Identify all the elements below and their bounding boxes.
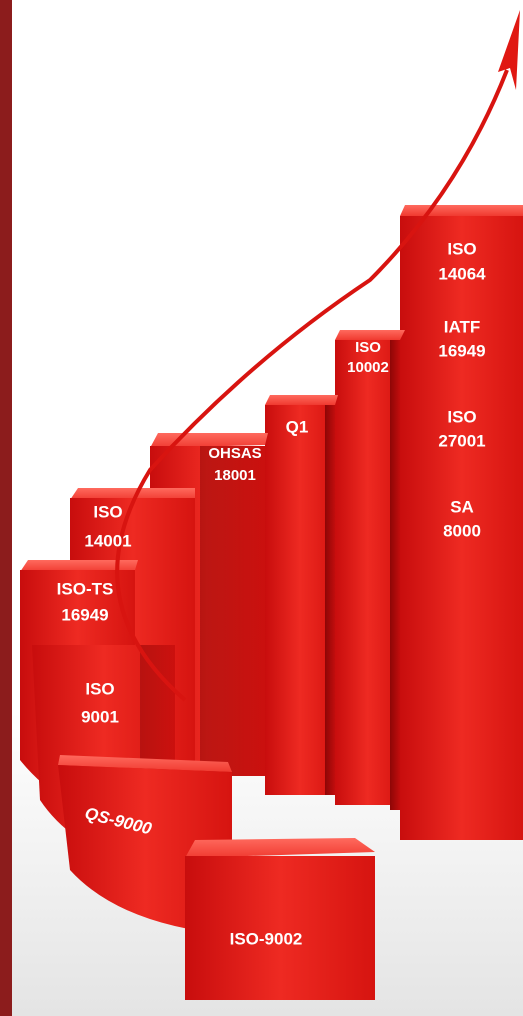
label: 14064 [438, 264, 486, 283]
block-side [325, 405, 335, 795]
block-side [390, 340, 400, 810]
label: 10002 [347, 359, 389, 376]
label: ISO-TS [57, 579, 114, 598]
label: ISO [355, 339, 381, 356]
label: 16949 [61, 605, 108, 624]
label: 9001 [81, 707, 119, 726]
label: ISO [447, 239, 476, 258]
label: ISO [447, 407, 476, 426]
side-strip [0, 0, 12, 1016]
page: ISO 14064 IATF 16949 ISO 27001 SA 8000 I… [0, 0, 523, 1016]
label: 8000 [443, 521, 481, 540]
block-top [400, 205, 523, 216]
label: 16949 [438, 341, 485, 360]
label: Q1 [286, 417, 309, 436]
label: ISO-9002 [230, 929, 303, 948]
label: 18001 [214, 467, 256, 484]
block-top [265, 395, 338, 405]
block-side [200, 446, 265, 776]
block [265, 405, 335, 795]
label: ISO [85, 679, 114, 698]
label: 14001 [84, 531, 131, 550]
block [185, 856, 375, 1000]
label: 27001 [438, 431, 485, 450]
label: ISO [93, 502, 122, 521]
illustration: ISO 14064 IATF 16949 ISO 27001 SA 8000 I… [0, 0, 523, 1016]
label: SA [450, 497, 474, 516]
label: IATF [444, 317, 481, 336]
label: OHSAS [208, 445, 261, 462]
